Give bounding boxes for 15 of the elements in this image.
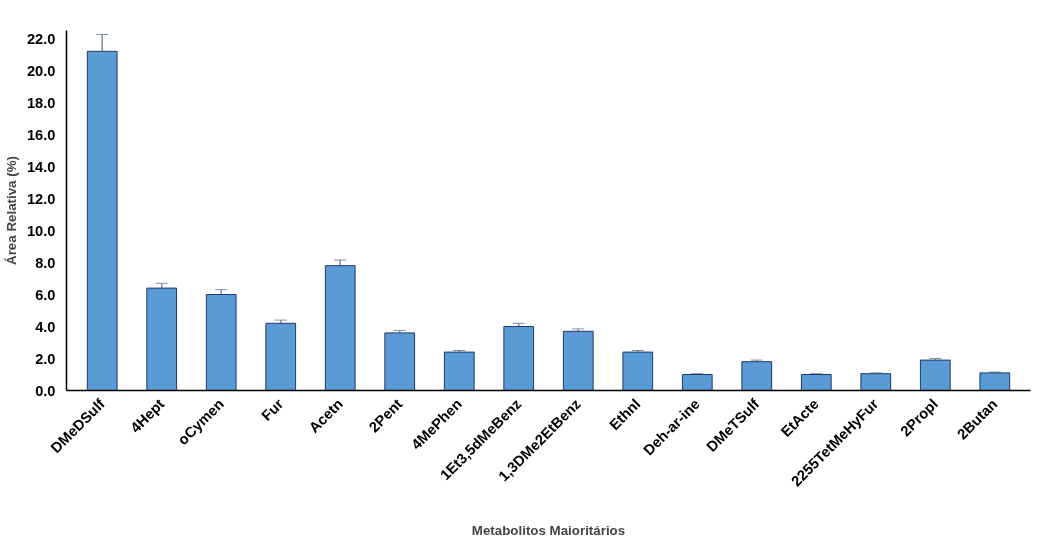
- y-tick-label: 14.0: [26, 158, 56, 175]
- y-tick-label: 22.0: [26, 30, 56, 47]
- y-tick-label: 12.0: [26, 190, 56, 207]
- x-axis-title: Metabolitos Maioritários: [471, 522, 626, 538]
- y-tick-label: 0.0: [35, 382, 56, 399]
- y-tick-label: 2.0: [35, 350, 56, 367]
- y-tick-label: 18.0: [26, 94, 56, 111]
- x-tick-label: Fur: [258, 395, 287, 424]
- y-tick-label: 8.0: [35, 254, 56, 271]
- y-tick-label: 6.0: [35, 286, 56, 303]
- y-axis-title: Área Relativa (%): [3, 156, 19, 265]
- y-tick-label: 16.0: [26, 126, 56, 143]
- y-tick-label: 4.0: [35, 318, 56, 335]
- y-tick-label: 20.0: [26, 62, 56, 79]
- y-tick-label: 10.0: [26, 222, 56, 239]
